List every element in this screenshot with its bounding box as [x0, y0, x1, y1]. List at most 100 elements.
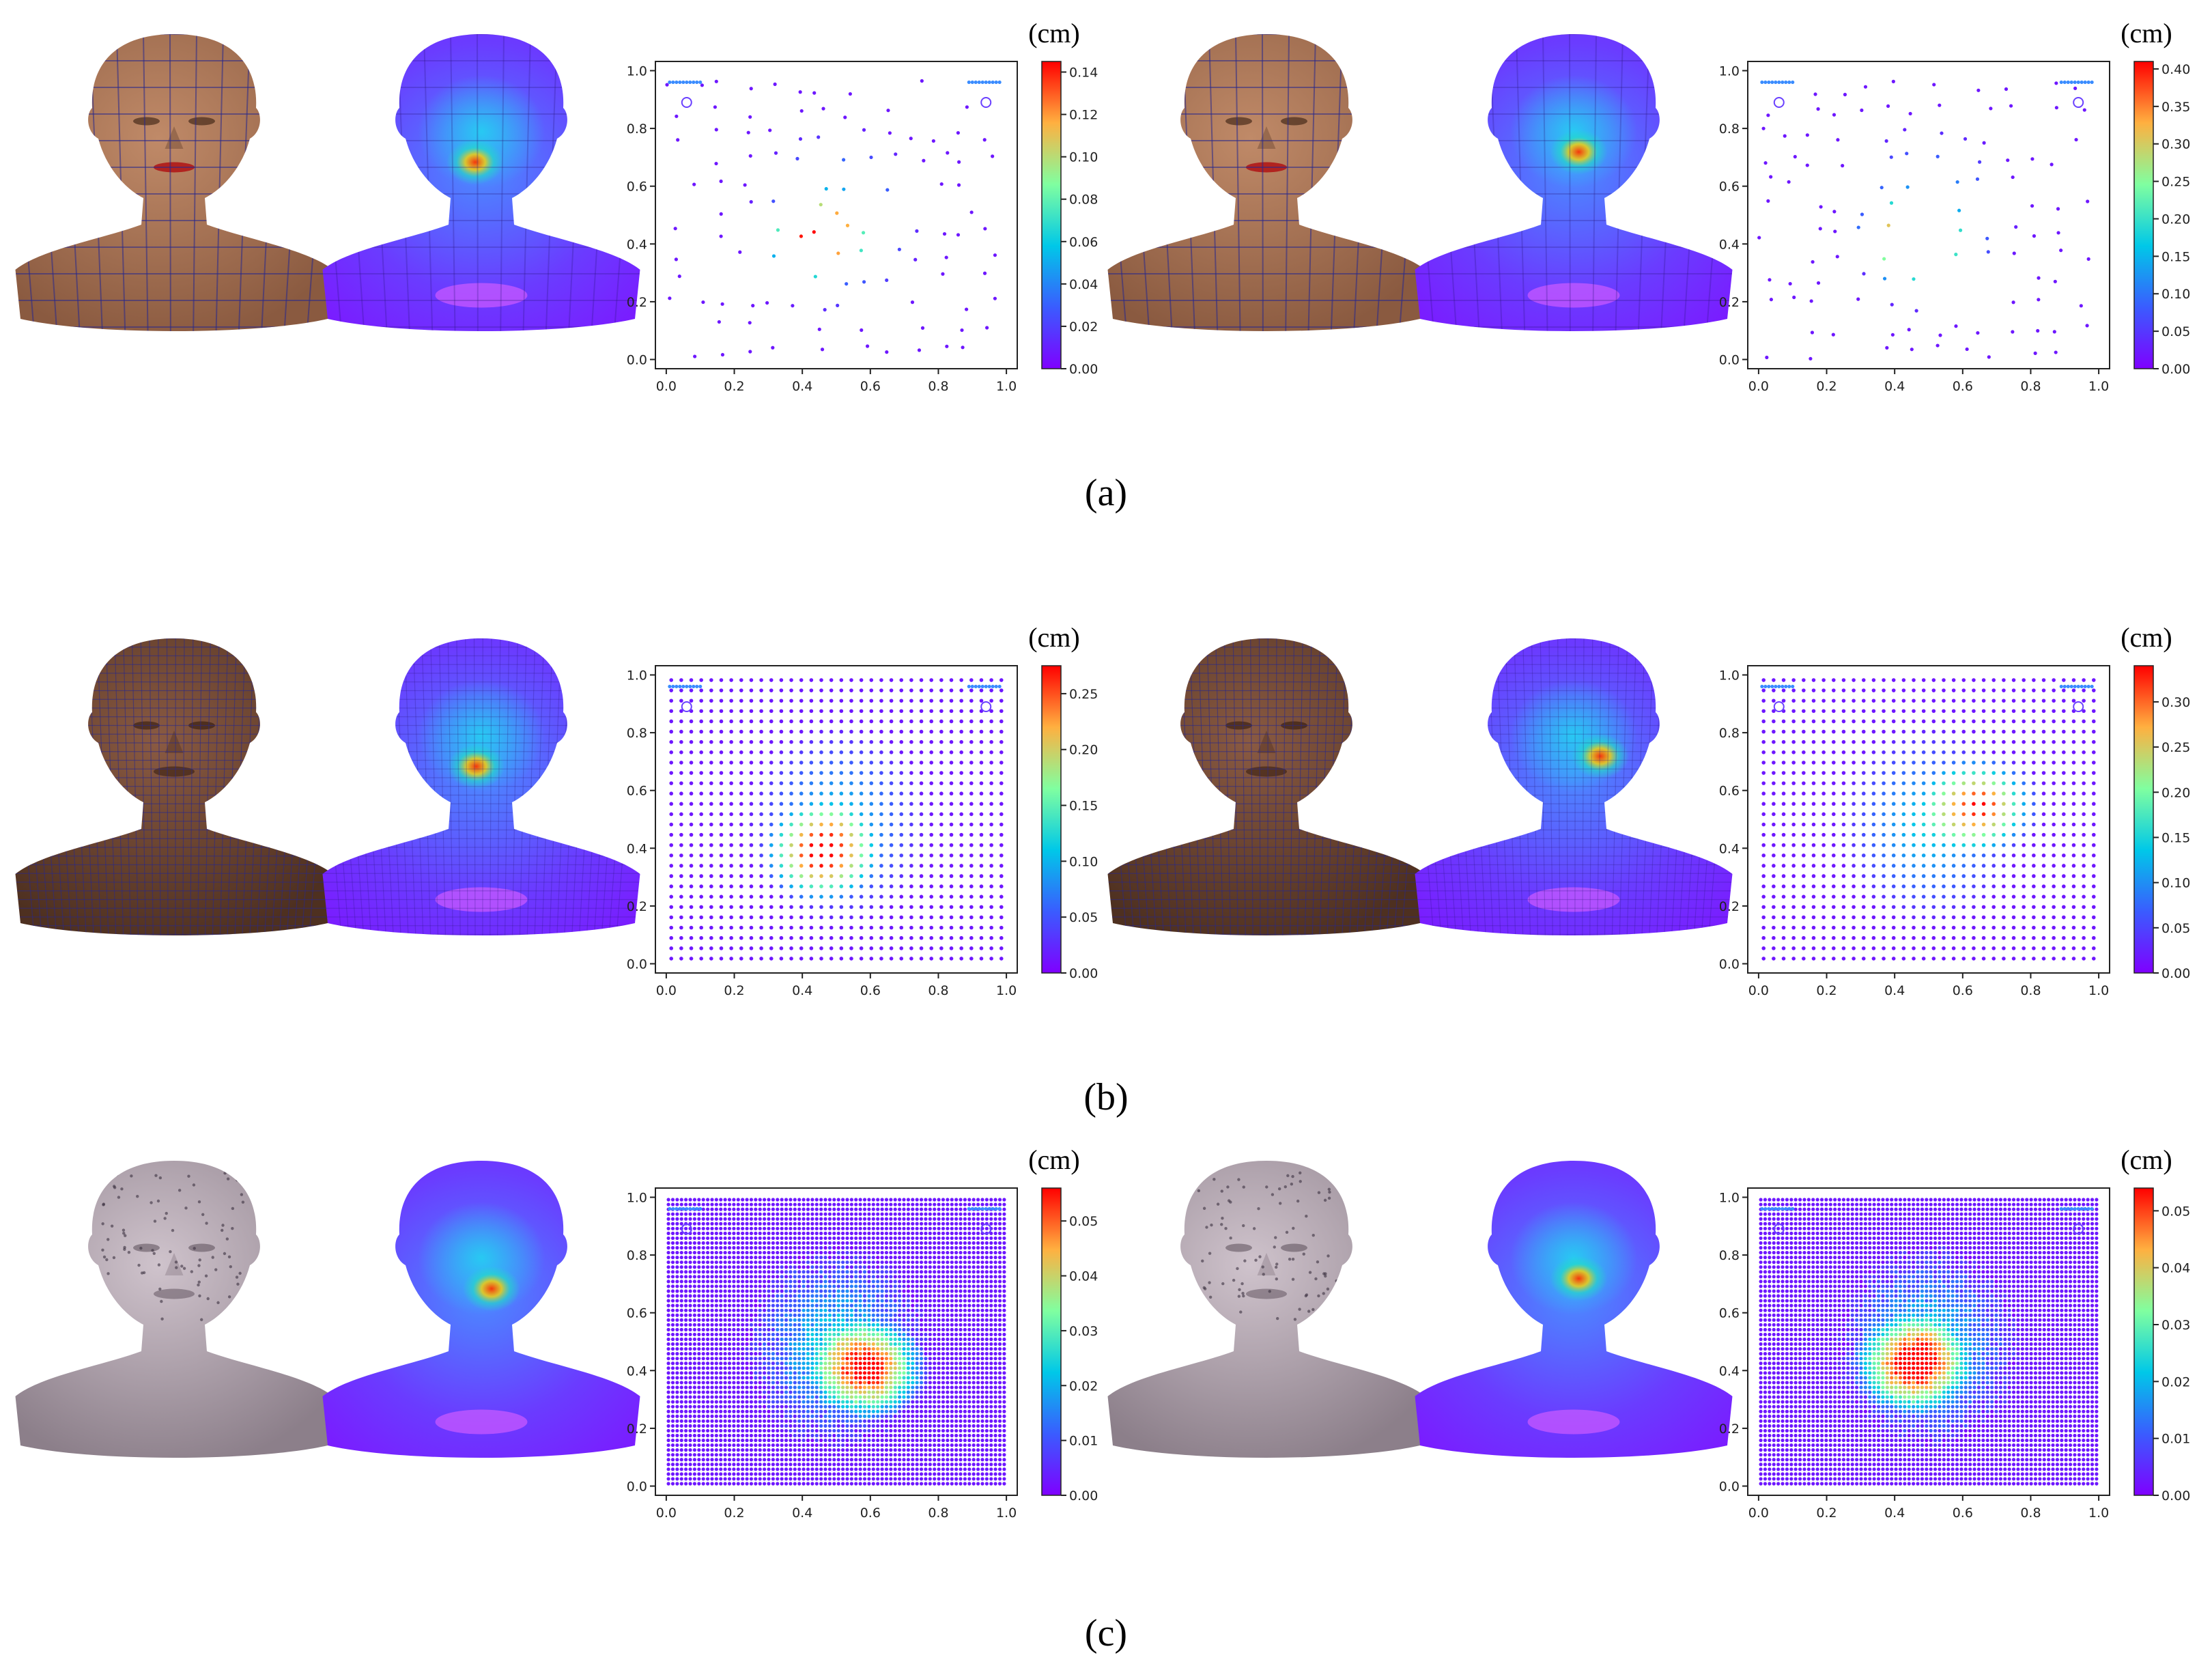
y-tick-label: 0.0	[627, 957, 647, 972]
plot-frame	[1747, 665, 2110, 974]
colorbar-tick-label: 0.02	[1069, 320, 1098, 335]
error-hotspot	[447, 744, 505, 789]
x-tick-label: 0.0	[656, 1506, 677, 1521]
colorbar-tick-label: 0.08	[1069, 193, 1098, 208]
x-tick-label: 0.8	[928, 379, 948, 394]
y-tick-label: 1.0	[627, 64, 647, 79]
colorbar-tick-label: 0.06	[1069, 235, 1098, 250]
shoulder-highlight	[1527, 887, 1620, 912]
shoulder-highlight	[1527, 1409, 1620, 1435]
colorbar-tick-label: 0.03	[2161, 1318, 2190, 1333]
y-tick-label: 0.2	[627, 1422, 647, 1437]
colorbar-tick-label: 0.05	[1069, 1214, 1098, 1229]
x-tick-label: 0.0	[1748, 379, 1769, 394]
colorbar-tick-label: 0.00	[2161, 1488, 2190, 1503]
error-heatmap-head	[1415, 638, 1733, 935]
nose	[165, 1253, 184, 1275]
colorbar-tick-label: 0.20	[1069, 743, 1098, 758]
mouth	[1246, 1288, 1287, 1299]
uv-scatter-plot: 0.0 0.0 0.2 0.2 0.4 0.4 0.6 0.6 0.8 0.8 1.0 1.0 0.00…	[627, 18, 1098, 394]
nose	[165, 126, 184, 149]
colorbar-tick-label: 0.30	[2161, 137, 2190, 152]
x-tick-label: 0.2	[724, 379, 744, 394]
x-tick-label: 0.6	[860, 1506, 881, 1521]
x-tick-label: 0.2	[1816, 379, 1837, 394]
colorbar-unit: (cm)	[2121, 18, 2172, 48]
head-silhouette	[1107, 1161, 1426, 1458]
x-tick-label: 0.0	[1748, 1506, 1769, 1521]
x-tick-label: 0.0	[656, 983, 677, 998]
uv-scatter-plot: 0.0 0.0 0.2 0.2 0.4 0.4 0.6 0.6 0.8 0.8 1.0 1.0 0.00…	[1719, 1144, 2191, 1521]
y-tick-label: 0.2	[1719, 899, 1740, 914]
error-heatmap-head	[1415, 1161, 1733, 1458]
colorbar	[1041, 61, 1062, 369]
colorbar-tick-label: 0.01	[2161, 1432, 2190, 1447]
error-hotspot	[463, 1266, 520, 1312]
y-tick-label: 0.6	[1719, 180, 1740, 195]
y-tick-label: 0.2	[627, 899, 647, 914]
y-tick-label: 1.0	[1719, 64, 1740, 79]
x-tick-label: 0.4	[1884, 983, 1905, 998]
face-error-region	[1510, 679, 1637, 792]
y-tick-label: 0.6	[627, 1306, 647, 1321]
colorbar-tick-label: 0.25	[1069, 687, 1098, 702]
colorbar-tick-label: 0.40	[2161, 62, 2190, 77]
y-tick-label: 0.0	[627, 353, 647, 368]
colorbar-tick-label: 0.05	[2161, 921, 2190, 936]
mouth	[154, 766, 195, 777]
x-tick-label: 1.0	[996, 379, 1017, 394]
x-tick-label: 1.0	[996, 983, 1017, 998]
eye	[188, 1243, 215, 1252]
y-tick-label: 1.0	[1719, 668, 1740, 683]
colorbar-tick-label: 0.00	[1069, 966, 1098, 981]
colorbar-tick-label: 0.15	[1069, 799, 1098, 814]
colorbar-tick-label: 0.00	[2161, 362, 2190, 377]
y-tick-label: 0.4	[627, 841, 647, 856]
row-caption: (b)	[1083, 1076, 1128, 1118]
x-tick-label: 1.0	[996, 1506, 1017, 1521]
error-heatmap-head	[322, 1161, 640, 1458]
head-silhouette	[15, 638, 333, 935]
error-hotspot	[1550, 129, 1608, 175]
colorbar-tick-label: 0.12	[1069, 108, 1098, 123]
y-tick-label: 1.0	[627, 668, 647, 683]
uv-scatter-plot: 0.0 0.0 0.2 0.2 0.4 0.4 0.6 0.6 0.8 0.8 1.0 1.0 0.00…	[1719, 18, 2191, 394]
colorbar-tick-label: 0.35	[2161, 100, 2190, 115]
x-tick-label: 0.8	[2020, 983, 2041, 998]
x-tick-label: 0.6	[1953, 379, 1973, 394]
colorbar-tick-label: 0.10	[2161, 287, 2190, 302]
x-tick-label: 0.0	[656, 379, 677, 394]
y-tick-label: 0.6	[627, 784, 647, 799]
colorbar-tick-label: 0.20	[2161, 785, 2190, 800]
shoulder-highlight	[435, 1409, 528, 1435]
head-silhouette	[1107, 34, 1426, 331]
error-hotspot	[1572, 733, 1629, 779]
x-tick-label: 0.6	[1953, 983, 1973, 998]
colorbar-tick-label: 0.15	[2161, 249, 2190, 264]
y-tick-label: 0.4	[627, 237, 647, 252]
colorbar-tick-label: 0.20	[2161, 212, 2190, 227]
y-tick-label: 0.8	[1719, 726, 1740, 741]
x-tick-label: 0.2	[1816, 1506, 1837, 1521]
y-tick-label: 0.2	[627, 295, 647, 310]
x-tick-label: 0.0	[1748, 983, 1769, 998]
y-tick-label: 0.0	[1719, 957, 1740, 972]
error-hotspot	[446, 139, 504, 185]
y-tick-label: 0.4	[1719, 237, 1740, 252]
x-tick-label: 0.8	[928, 1506, 948, 1521]
colorbar-tick-label: 0.25	[2161, 740, 2190, 755]
colorbar-tick-label: 0.25	[2161, 175, 2190, 190]
plot-frame	[655, 665, 1018, 974]
colorbar-tick-label: 0.04	[1069, 1269, 1098, 1284]
colorbar-unit: (cm)	[1028, 622, 1080, 653]
shoulder-highlight	[435, 887, 528, 912]
y-tick-label: 0.8	[1719, 122, 1740, 137]
y-tick-label: 0.2	[1719, 295, 1740, 310]
colorbar	[1041, 665, 1062, 974]
y-tick-label: 0.8	[627, 726, 647, 741]
y-tick-label: 0.4	[627, 1364, 647, 1379]
head-silhouette	[15, 34, 333, 331]
colorbar-unit: (cm)	[2121, 1144, 2172, 1175]
error-heatmap-head	[322, 638, 640, 935]
